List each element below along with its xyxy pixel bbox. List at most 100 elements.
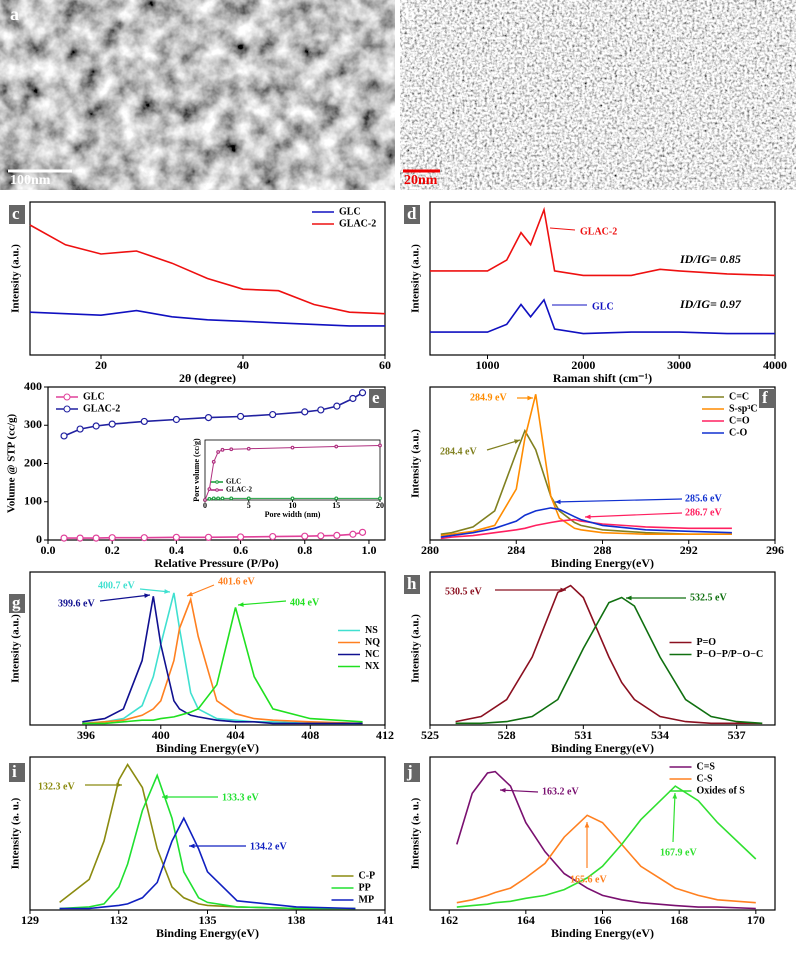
y-axis-title: Intensity (a. u.) bbox=[410, 797, 422, 869]
point bbox=[334, 444, 339, 449]
point bbox=[290, 445, 295, 450]
point bbox=[269, 410, 277, 419]
y-axis-title: Intensity (a.u.) bbox=[10, 244, 22, 313]
series-line bbox=[455, 584, 763, 725]
legend-label: C=S bbox=[697, 761, 716, 772]
x-tick-label: 3000 bbox=[667, 358, 691, 372]
x-tick-label: 0.8 bbox=[297, 543, 312, 557]
legend-marker bbox=[215, 488, 219, 492]
point bbox=[301, 532, 309, 540]
series-line bbox=[59, 763, 356, 910]
series-line bbox=[430, 206, 776, 277]
arrow bbox=[554, 498, 683, 503]
annotation: 530.5 eV bbox=[445, 586, 482, 597]
annotation: 134.2 eV bbox=[250, 841, 287, 852]
arrow-head bbox=[189, 843, 195, 849]
x-axis-title: Pore width (nm) bbox=[265, 510, 321, 519]
x-tick-label: 400 bbox=[152, 728, 170, 742]
point bbox=[140, 417, 148, 426]
series-label: GLAC-2 bbox=[580, 226, 617, 237]
series-line bbox=[82, 607, 363, 725]
annotation: 133.3 eV bbox=[222, 792, 259, 803]
y-tick-label: 200 bbox=[24, 455, 42, 469]
panel-label-bg bbox=[404, 763, 420, 782]
x-tick-label: 534 bbox=[651, 728, 669, 742]
annotation: 399.6 eV bbox=[58, 598, 95, 609]
x-tick-label: 162 bbox=[440, 913, 458, 927]
point bbox=[229, 447, 234, 452]
panel-label: h bbox=[407, 574, 417, 593]
legend-label: Oxides of S bbox=[697, 785, 746, 796]
x-tick-label: 408 bbox=[301, 728, 319, 742]
point bbox=[207, 487, 212, 491]
point bbox=[216, 450, 221, 454]
arrow-head bbox=[116, 782, 122, 788]
arrow-head bbox=[626, 595, 632, 601]
x-tick-label: 135 bbox=[199, 913, 217, 927]
arrow-head bbox=[187, 591, 193, 597]
panel-label: c bbox=[12, 204, 20, 223]
arrow-head bbox=[555, 499, 561, 505]
series-line bbox=[29, 309, 385, 327]
series-line bbox=[204, 497, 380, 501]
point bbox=[333, 531, 341, 540]
point bbox=[290, 496, 295, 501]
annotation: 285.6 eV bbox=[685, 493, 722, 504]
x-axis-title: Binding Energy(eV) bbox=[551, 926, 654, 940]
x-tick-label: 164 bbox=[517, 913, 535, 927]
point bbox=[92, 422, 100, 430]
annotation: 284.4 eV bbox=[440, 446, 477, 457]
panel-label-bg bbox=[759, 389, 775, 408]
panel-label: f bbox=[762, 388, 768, 407]
annotation: 163.2 eV bbox=[542, 786, 579, 797]
annotation: 284.9 eV bbox=[470, 392, 507, 403]
panel-label: d bbox=[407, 204, 417, 223]
arrow-head bbox=[164, 589, 170, 594]
point bbox=[207, 497, 212, 501]
y-axis-title: Intensity (a.u.) bbox=[10, 614, 22, 683]
series-line bbox=[63, 392, 363, 437]
annotation: ID/IG= 0.85 bbox=[679, 252, 741, 266]
annotation: 167.9 eV bbox=[660, 847, 697, 858]
annotation: ID/IG= 0.97 bbox=[679, 297, 742, 311]
legend-marker bbox=[63, 393, 71, 401]
x-tick-label: 525 bbox=[421, 728, 439, 742]
plot-frame bbox=[429, 201, 776, 356]
legend-line bbox=[549, 227, 576, 231]
annotation: 286.7 eV bbox=[685, 507, 722, 518]
point bbox=[236, 533, 245, 541]
point bbox=[246, 446, 251, 451]
point bbox=[76, 425, 84, 433]
legend-label: C=O bbox=[729, 415, 750, 426]
panel-label-bg bbox=[9, 594, 25, 613]
panel-label: i bbox=[12, 762, 17, 781]
arrow bbox=[237, 600, 287, 606]
x-tick-label: 404 bbox=[227, 728, 245, 742]
x-tick-label: 1000 bbox=[476, 358, 500, 372]
series-line bbox=[440, 394, 732, 537]
legend-label: NX bbox=[365, 661, 380, 672]
panel-label-bg bbox=[9, 763, 25, 782]
arrow bbox=[584, 512, 683, 518]
x-tick-label: 528 bbox=[498, 728, 516, 742]
annotation: 401.6 eV bbox=[218, 576, 255, 587]
legend-label: GLAC-2 bbox=[226, 486, 253, 494]
legend-label: C=C bbox=[729, 391, 749, 402]
x-axis-title: Raman shift (cm⁻¹) bbox=[553, 371, 652, 385]
arrow bbox=[499, 789, 539, 793]
arrow-head bbox=[672, 793, 678, 799]
plot-frame bbox=[29, 201, 386, 356]
series-line bbox=[456, 770, 756, 910]
legend-label: C-S bbox=[697, 773, 714, 784]
annotation: 165.6 eV bbox=[570, 874, 607, 885]
x-tick-label: 0.4 bbox=[169, 543, 184, 557]
series-line bbox=[455, 596, 763, 725]
point bbox=[220, 496, 225, 501]
x-tick-label: 60 bbox=[379, 358, 391, 372]
point bbox=[349, 394, 357, 403]
x-tick-label: 396 bbox=[77, 728, 95, 742]
x-tick-label: 4000 bbox=[763, 358, 787, 372]
point bbox=[358, 389, 367, 397]
legend-label: C-P bbox=[359, 870, 376, 881]
x-tick-label: 0.2 bbox=[105, 543, 120, 557]
